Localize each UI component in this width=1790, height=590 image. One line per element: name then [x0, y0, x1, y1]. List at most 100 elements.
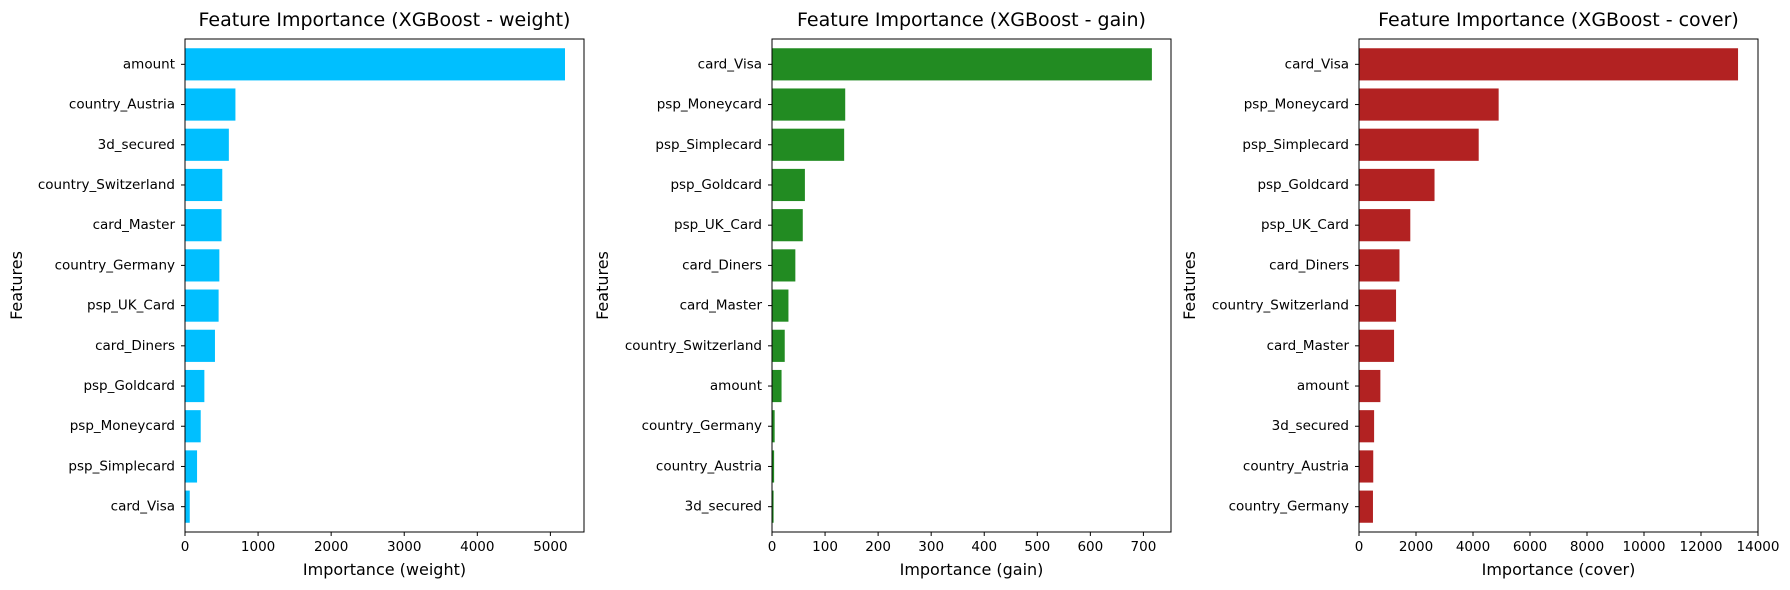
y-tick-label: card_Visa: [698, 56, 762, 72]
x-tick-label: 6000: [1513, 539, 1547, 555]
bar-country-switzerland: [772, 329, 785, 362]
bar-3d-secured: [1359, 410, 1375, 443]
bar-card-diners: [185, 329, 215, 362]
bar-card-visa: [185, 490, 190, 523]
plot-frame: [1358, 38, 1759, 533]
chart-panel-2: card_Visa psp_Moneycard psp_Simplecard psp_…: [593, 9, 1172, 579]
y-tick-label: card_Master: [93, 217, 176, 233]
bar-country-germany: [185, 249, 220, 282]
bar-card-master: [185, 209, 222, 242]
chart-panel-1: amount country_Austria 3d_secured country_S…: [7, 9, 585, 579]
bar-psp-moneycard: [1359, 88, 1499, 121]
x-tick-label: 4000: [1456, 539, 1490, 555]
bar-3d-secured: [185, 128, 229, 161]
y-tick-label: psp_Simplecard: [68, 458, 175, 474]
y-tick-label: country_Austria: [69, 97, 175, 113]
bar-psp-simplecard: [1359, 128, 1479, 161]
y-tick-label: amount: [1297, 378, 1349, 394]
bar-psp-uk-card: [1359, 209, 1411, 242]
x-axis-label: Importance (gain): [900, 560, 1044, 579]
y-axis-label: Features: [7, 251, 26, 320]
y-tick-label: country_Germany: [55, 257, 175, 273]
y-tick-label: psp_Moneycard: [70, 418, 175, 434]
y-tick-label: country_Switzerland: [38, 177, 175, 193]
bar-psp-goldcard: [772, 168, 805, 202]
y-tick-label: country_Switzerland: [1212, 298, 1349, 314]
x-tick-label: 0: [1355, 539, 1364, 555]
y-tick-label: psp_Moneycard: [657, 97, 762, 113]
bar-amount: [772, 369, 782, 403]
y-tick-label: psp_Simplecard: [655, 137, 762, 153]
y-tick-label: psp_Goldcard: [670, 177, 762, 193]
bar-card-visa: [1359, 48, 1739, 81]
x-tick-label: 2000: [1399, 539, 1433, 555]
x-tick-label: 500: [1024, 539, 1050, 555]
y-tick-label: card_Master: [1267, 338, 1350, 354]
bar-psp-uk-card: [772, 209, 803, 242]
bar-card-visa: [772, 48, 1152, 81]
bar-card-master: [1359, 329, 1395, 362]
x-tick-label: 700: [1131, 539, 1157, 555]
x-tick-label: 4000: [460, 539, 494, 555]
bar-country-switzerland: [1359, 289, 1397, 322]
bar-country-austria: [772, 450, 775, 483]
bar-psp-goldcard: [1359, 168, 1435, 202]
plot-frame: [184, 38, 585, 533]
bar-3d-secured: [772, 490, 774, 523]
y-tick-label: psp_Goldcard: [1257, 177, 1349, 193]
x-tick-label: 10000: [1623, 539, 1666, 555]
y-tick-label: psp_Goldcard: [83, 378, 175, 394]
y-tick-label: psp_UK_Card: [87, 298, 175, 314]
y-axis-label: Features: [593, 251, 612, 320]
y-tick-label: psp_Simplecard: [1242, 137, 1349, 153]
y-tick-label: card_Diners: [682, 257, 762, 273]
y-tick-label: psp_UK_Card: [674, 217, 762, 233]
bar-psp-simplecard: [185, 450, 198, 483]
y-tick-label: card_Visa: [111, 499, 175, 515]
bar-card-diners: [1359, 249, 1400, 282]
y-tick-label: country_Switzerland: [625, 338, 762, 354]
bar-card-master: [772, 289, 789, 322]
y-tick-label: country_Austria: [1243, 458, 1349, 474]
bar-psp-moneycard: [772, 88, 846, 121]
chart-title: Feature Importance (XGBoost - gain): [797, 9, 1146, 31]
bar-country-austria: [185, 88, 236, 121]
x-tick-label: 12000: [1680, 539, 1723, 555]
x-tick-label: 300: [918, 539, 944, 555]
y-tick-label: amount: [123, 56, 175, 72]
chart-title: Feature Importance (XGBoost - cover): [1378, 9, 1739, 31]
y-tick-label: card_Diners: [95, 338, 175, 354]
bar-country-austria: [1359, 450, 1374, 483]
x-tick-label: 5000: [533, 539, 567, 555]
y-tick-label: psp_UK_Card: [1261, 217, 1349, 233]
bar-country-germany: [1359, 490, 1373, 523]
x-tick-label: 14000: [1737, 539, 1780, 555]
chart-title: Feature Importance (XGBoost - weight): [199, 9, 571, 31]
bar-psp-uk-card: [185, 289, 219, 322]
bar-country-germany: [772, 410, 775, 443]
plot-frame: [771, 38, 1172, 533]
y-tick-label: card_Visa: [1285, 56, 1349, 72]
x-tick-label: 400: [971, 539, 997, 555]
x-tick-label: 0: [768, 539, 777, 555]
y-tick-label: country_Austria: [656, 458, 762, 474]
y-tick-label: country_Germany: [1229, 499, 1349, 515]
x-tick-label: 3000: [387, 539, 421, 555]
y-tick-label: 3d_secured: [1272, 418, 1349, 434]
y-tick-label: card_Diners: [1269, 257, 1349, 273]
y-tick-label: psp_Moneycard: [1244, 97, 1349, 113]
bar-psp-moneycard: [185, 410, 201, 443]
y-tick-label: 3d_secured: [98, 137, 175, 153]
x-tick-label: 600: [1077, 539, 1103, 555]
x-tick-label: 100: [812, 539, 838, 555]
x-axis-label: Importance (cover): [1482, 560, 1636, 579]
chart-panel-3: card_Visa psp_Moneycard psp_Simplecard psp_…: [1180, 9, 1779, 579]
bar-card-diners: [772, 249, 796, 282]
bar-amount: [185, 48, 565, 81]
x-tick-label: 0: [181, 539, 190, 555]
bar-country-switzerland: [185, 168, 223, 202]
x-axis-label: Importance (weight): [303, 560, 466, 579]
y-tick-label: card_Master: [680, 298, 763, 314]
x-tick-label: 8000: [1570, 539, 1604, 555]
